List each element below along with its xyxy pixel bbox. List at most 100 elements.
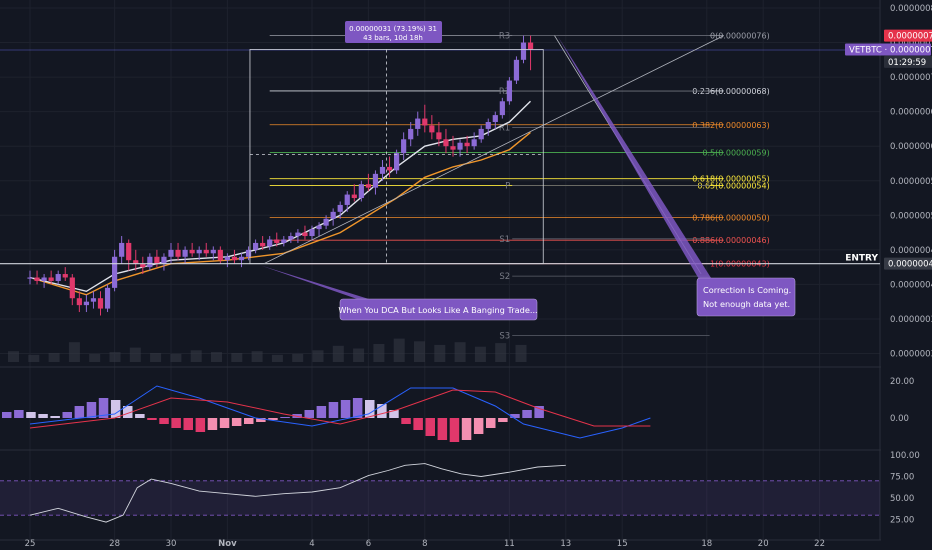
macd-histogram-bar (207, 418, 218, 430)
candle-body (189, 249, 195, 254)
price-tick-label: 0.00000060 (890, 142, 932, 152)
volume-bar (434, 344, 446, 362)
candle-body (401, 139, 407, 154)
time-tick-label: 6 (366, 539, 371, 549)
volume-bar (292, 353, 304, 362)
macd-histogram-bar (510, 414, 520, 418)
macd-histogram-bar (38, 414, 48, 418)
candle-body (450, 146, 456, 150)
price-badge (884, 257, 932, 270)
time-axis[interactable]: 25 28 30 Nov 4 6 8 11 13 15 18 20 22 (25, 539, 825, 549)
macd-histogram-bar (268, 418, 278, 420)
candle-body (55, 274, 61, 281)
macd-signal-line (29, 389, 651, 429)
correction-callout-text-2: Not enough data yet. (703, 299, 790, 309)
price-badge (884, 29, 932, 42)
dca-callout[interactable]: When You DCA But Looks Like A Banging Tr… (261, 265, 538, 321)
price-badge-label: 01:29:59 (888, 58, 926, 68)
macd-histogram-bar (304, 410, 314, 418)
candle-body (34, 277, 40, 281)
price-tick-label: 0.00000055 (890, 177, 932, 187)
fib-level-label: 0.236(0.00000068) (692, 87, 770, 96)
macd-histogram-bar (62, 412, 72, 418)
candle-body (267, 239, 273, 247)
measure-tooltip-line2: 43 bars, 10d 18h (363, 34, 423, 42)
measure-box[interactable] (249, 49, 544, 265)
candle-body (182, 249, 188, 257)
macd-histogram-bar (14, 410, 24, 418)
macd-pane (2, 385, 651, 442)
macd-histogram-bar (486, 418, 496, 428)
volume-bar (190, 350, 202, 362)
candle-body (140, 263, 146, 268)
volume-bar (48, 353, 60, 362)
annotations[interactable]: When You DCA But Looks Like A Banging Tr… (261, 35, 796, 321)
price-tick-label: 0.00000070 (890, 73, 932, 83)
macd-histogram-bar (328, 402, 339, 418)
macd-histogram-bar (340, 400, 351, 418)
fib-level-label: 0.618(0.00000055) (692, 175, 770, 184)
time-tick-label: 18 (701, 539, 712, 549)
correction-callout-pointer (557, 35, 713, 281)
candle-body (415, 118, 421, 129)
fib-level-label: 0(0.00000076) (710, 32, 770, 41)
candle-body (408, 128, 414, 140)
macd-histogram-bar (231, 418, 242, 426)
candle-body (344, 194, 350, 205)
macd-histogram-bar (135, 414, 145, 418)
volume-bar (150, 353, 162, 362)
macd-histogram-bar (195, 418, 206, 432)
fib-level-label: 0.382(0.00000063) (692, 121, 770, 130)
macd-histogram-bar (98, 398, 109, 418)
volume-bar (129, 347, 141, 362)
volume-bar (271, 354, 283, 362)
candle-body (203, 249, 209, 254)
macd-tick-label: 0.00 (890, 414, 909, 424)
candle-body (245, 249, 252, 257)
macd-histogram-bar (183, 418, 193, 430)
correction-callout[interactable]: Correction Is Coming. Not enough data yet… (557, 35, 796, 317)
volume-bar (414, 341, 425, 362)
time-tick-label: 4 (309, 539, 314, 549)
trend-line-up[interactable] (263, 35, 724, 265)
macd-histogram-bar (110, 400, 121, 418)
macd-histogram-bar (389, 410, 399, 418)
candle-body (83, 301, 89, 306)
fib-level-label: 0.886(0.00000046) (692, 236, 770, 245)
correction-callout-box (696, 277, 796, 317)
candle-body (527, 42, 534, 50)
candle-body (97, 298, 104, 309)
volume-bar (393, 338, 405, 362)
candle-body (457, 142, 463, 150)
volume-bar (353, 348, 365, 362)
candle-body (309, 229, 315, 237)
macd-histogram-bar (437, 418, 448, 440)
time-tick-label: 20 (758, 539, 769, 549)
candle-body (217, 249, 223, 261)
macd-histogram-bar (377, 404, 387, 418)
fib-level-label: 0.65(0.00000054) (697, 182, 769, 191)
price-axis-background (881, 0, 932, 550)
candle-body (506, 80, 512, 102)
candle-body (464, 142, 470, 147)
volume-bar (515, 344, 527, 362)
price-axis[interactable]: 0.000000800.000000750.000000700.00000065… (845, 0, 932, 550)
fib-level-label: 0.5(0.00000059) (702, 148, 769, 157)
macd-histogram-bar (498, 418, 508, 422)
candle-body (295, 232, 301, 237)
dca-callout-pointer (261, 265, 372, 300)
price-tick-label: 0.00000040 (890, 280, 932, 290)
volume-bar (68, 342, 80, 362)
rsi-tick-label: 75.00 (890, 473, 914, 483)
volume-bar (109, 352, 121, 362)
volume-bar (332, 345, 344, 362)
candle-body (112, 256, 118, 288)
rsi-tick-label: 25.00 (890, 516, 914, 526)
measure-tooltip-line1: 0.00000031 (73.19%) 31 (349, 25, 437, 33)
macd-tick-label: 20.00 (890, 377, 914, 387)
macd-histogram-bar (461, 418, 472, 440)
macd-histogram-bar (219, 418, 230, 428)
time-tick-label: 22 (814, 539, 825, 549)
